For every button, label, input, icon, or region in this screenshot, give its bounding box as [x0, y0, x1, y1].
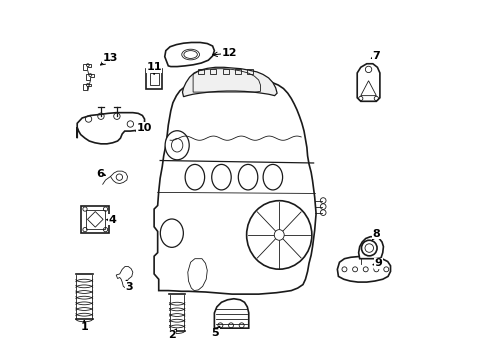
- Ellipse shape: [246, 201, 311, 269]
- Ellipse shape: [160, 219, 183, 247]
- Text: 10: 10: [136, 122, 152, 132]
- Bar: [235, 69, 241, 74]
- Bar: [247, 69, 252, 74]
- FancyBboxPatch shape: [146, 69, 162, 89]
- Text: 8: 8: [372, 229, 380, 240]
- Text: 12: 12: [212, 48, 237, 58]
- Text: 9: 9: [372, 258, 382, 268]
- Text: 4: 4: [106, 215, 116, 225]
- Polygon shape: [83, 64, 91, 70]
- Polygon shape: [214, 299, 248, 328]
- Polygon shape: [356, 64, 379, 101]
- Text: 11: 11: [146, 62, 162, 75]
- Bar: [85, 210, 104, 229]
- Text: 2: 2: [167, 329, 176, 340]
- Polygon shape: [358, 237, 383, 259]
- Text: 6: 6: [96, 168, 105, 179]
- Text: 13: 13: [101, 53, 118, 65]
- Bar: [223, 69, 228, 74]
- Polygon shape: [85, 74, 93, 80]
- Bar: [198, 69, 203, 74]
- Polygon shape: [164, 42, 214, 67]
- Polygon shape: [77, 113, 144, 144]
- Bar: [81, 206, 109, 233]
- Ellipse shape: [165, 131, 189, 160]
- Polygon shape: [187, 259, 207, 291]
- Text: 5: 5: [211, 326, 220, 338]
- Polygon shape: [83, 84, 91, 90]
- Ellipse shape: [274, 230, 284, 240]
- Polygon shape: [182, 67, 277, 97]
- Text: 1: 1: [80, 320, 88, 332]
- Text: 7: 7: [370, 51, 380, 61]
- Polygon shape: [110, 171, 127, 184]
- Polygon shape: [337, 257, 390, 282]
- Text: 3: 3: [125, 280, 133, 292]
- Polygon shape: [116, 266, 133, 288]
- Bar: [210, 69, 216, 74]
- Polygon shape: [154, 78, 315, 294]
